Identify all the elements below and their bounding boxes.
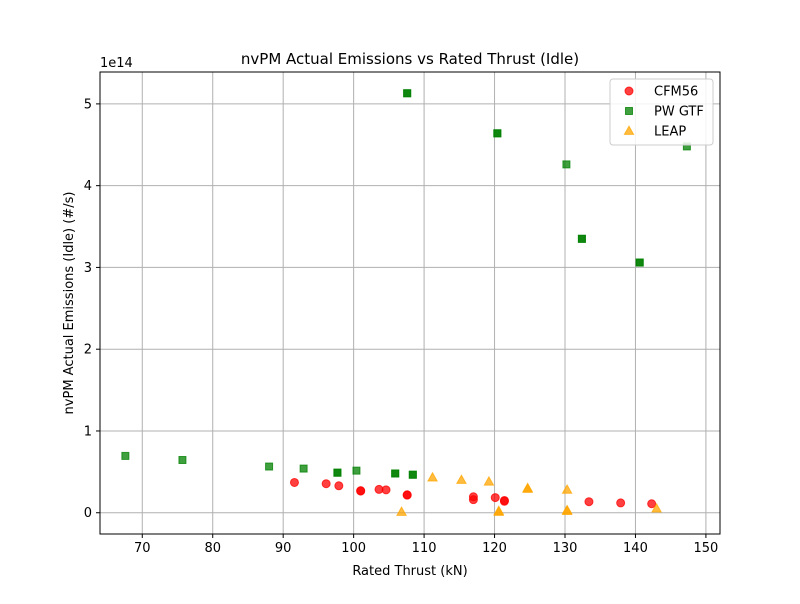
data-point [647, 499, 657, 509]
x-tick-label: 90 [275, 541, 292, 556]
data-point [561, 505, 573, 516]
data-point [381, 485, 391, 495]
legend-label: CFM56 [654, 85, 698, 100]
data-point [562, 160, 571, 169]
x-tick-label: 70 [134, 541, 151, 556]
data-points [121, 89, 691, 516]
plot-frame [99, 71, 721, 535]
x-tick-label: 80 [204, 541, 221, 556]
data-point [333, 468, 342, 477]
chart-title: nvPM Actual Emissions vs Rated Thrust (I… [241, 50, 579, 68]
x-tick-label: 120 [482, 541, 507, 556]
x-tick-label: 150 [693, 541, 718, 556]
data-point [522, 482, 534, 493]
data-point [483, 475, 495, 486]
data-point [356, 486, 366, 496]
data-point [402, 490, 412, 500]
x-tick-label: 140 [623, 541, 648, 556]
y-axis-label: nvPM Actual Emissions (Idle) (#/s) [62, 192, 77, 415]
data-point [490, 493, 500, 503]
x-tick-label: 130 [553, 541, 578, 556]
data-point [321, 479, 331, 489]
data-point [635, 258, 644, 267]
data-point [403, 89, 412, 98]
y-tick-label: 1 [84, 424, 92, 439]
data-point [265, 462, 274, 471]
data-point [561, 484, 573, 494]
legend: CFM56 PW GTF LEAP [609, 78, 714, 146]
legend-marker [623, 125, 635, 135]
series-leap [396, 471, 663, 516]
data-point [651, 502, 663, 513]
data-point [178, 455, 187, 464]
y-offset-text: 1e14 [100, 56, 133, 71]
data-point [584, 497, 594, 507]
y-tick-label: 3 [84, 261, 92, 276]
data-point [121, 451, 130, 460]
y-tick-label: 0 [84, 506, 92, 521]
data-point [468, 492, 478, 502]
legend-label: LEAP [654, 125, 686, 140]
series-cfm56 [289, 477, 657, 509]
data-point [334, 481, 344, 491]
data-point [396, 506, 407, 516]
data-point [352, 466, 361, 475]
data-point [616, 498, 626, 508]
data-point [299, 464, 308, 473]
x-tick-label: 100 [341, 541, 366, 556]
series-pw-gtf [121, 89, 691, 479]
data-point [577, 234, 586, 243]
y-tick-label: 2 [84, 343, 92, 358]
x-tick-label: 110 [412, 541, 437, 556]
data-point [499, 495, 509, 505]
data-point [289, 477, 299, 487]
y-tick-label: 5 [84, 97, 92, 112]
data-point [493, 129, 502, 138]
legend-marker [624, 86, 634, 96]
y-tick-label: 4 [84, 179, 92, 194]
legend-frame [609, 78, 714, 146]
data-point [427, 471, 438, 482]
x-axis-label: Rated Thrust (kN) [352, 564, 467, 579]
data-point [493, 506, 505, 516]
legend-label: PW GTF [654, 105, 704, 120]
axis-ticks: 70 80 90 100 110 120 130 140 150 0 1 2 3 4 5 [84, 97, 719, 556]
grid-lines [100, 72, 720, 534]
data-point [455, 474, 467, 484]
data-point [391, 469, 400, 478]
data-point [408, 470, 417, 479]
legend-marker [625, 107, 633, 115]
